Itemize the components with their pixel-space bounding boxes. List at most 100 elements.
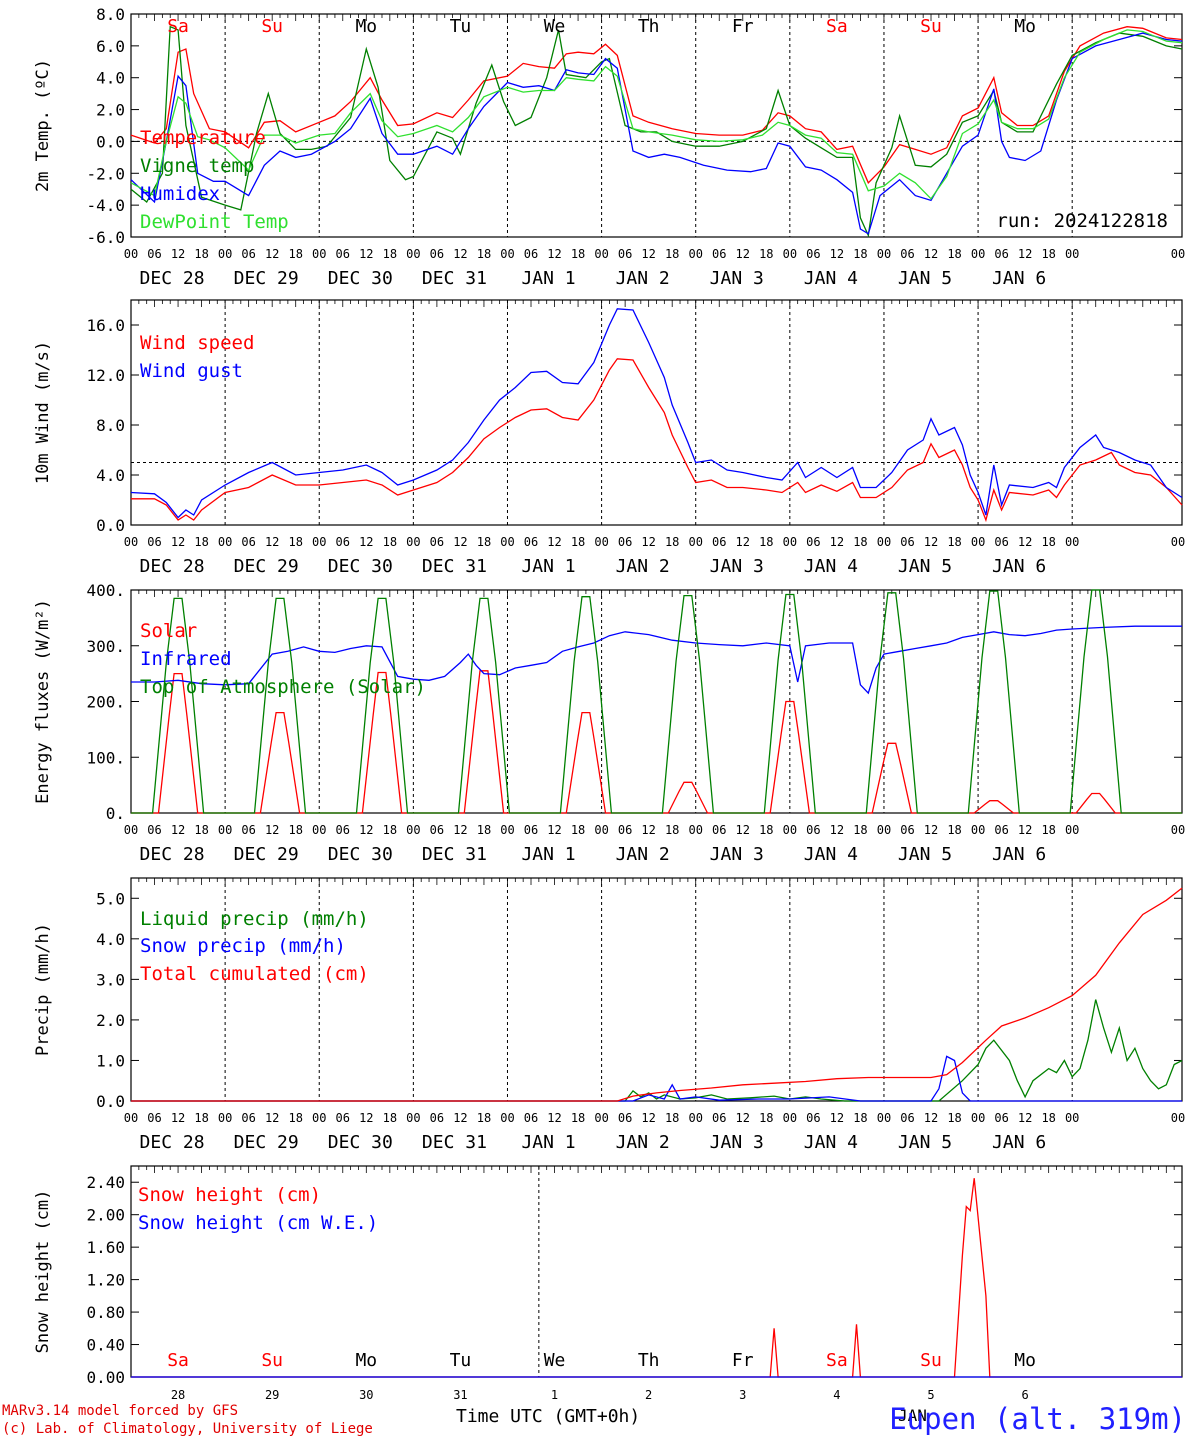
hour-label: 12 bbox=[736, 535, 750, 549]
date-label: DEC 29 bbox=[234, 268, 299, 289]
hour-label: 00 bbox=[594, 1111, 608, 1125]
hour-label: 06 bbox=[147, 823, 161, 837]
y-tick-label: -6.0 bbox=[86, 228, 125, 247]
hour-label: 18 bbox=[288, 1111, 302, 1125]
hour-label: 18 bbox=[1041, 823, 1055, 837]
date-label: JAN 1 bbox=[521, 556, 575, 577]
hour-label: 18 bbox=[853, 1111, 867, 1125]
date-label: DEC 31 bbox=[422, 268, 487, 289]
y-tick-label: 4.0 bbox=[96, 69, 125, 88]
y-tick-label: 2.0 bbox=[96, 101, 125, 120]
station-name: Eupen (alt. 319m) bbox=[889, 1402, 1186, 1436]
hour-label: 06 bbox=[336, 1111, 350, 1125]
hour-label: 00 bbox=[218, 1111, 232, 1125]
panel-4: 0.0 1.0 2.0 3.0 4.0 5.0 Precip (mm/h) Liquid pr… bbox=[33, 877, 1185, 1153]
hour-label: 06 bbox=[994, 1111, 1008, 1125]
hour-label: 12 bbox=[359, 1111, 373, 1125]
hour-label: 00 bbox=[406, 823, 420, 837]
date-label: JAN 6 bbox=[992, 268, 1046, 289]
y-tick-label: 1.60 bbox=[86, 1238, 125, 1257]
hour-label: 18 bbox=[947, 535, 961, 549]
series-line-vigne-temp bbox=[130, 25, 1183, 238]
hour-label: 06 bbox=[806, 1111, 820, 1125]
hour-label: 06 bbox=[147, 247, 161, 261]
day-number-label: 6 bbox=[1022, 1388, 1029, 1400]
hour-label: 18 bbox=[383, 535, 397, 549]
hour-label: 06 bbox=[147, 535, 161, 549]
legend-entry: Infrared bbox=[140, 648, 232, 670]
hour-label: 00 bbox=[594, 535, 608, 549]
date-label: JAN 2 bbox=[616, 844, 670, 865]
hour-label: 06 bbox=[994, 823, 1008, 837]
hour-label: 00 bbox=[877, 823, 891, 837]
hour-label: 00 bbox=[688, 247, 702, 261]
hour-label: 18 bbox=[571, 247, 585, 261]
hour-label: 06 bbox=[241, 535, 255, 549]
hour-label: 12 bbox=[359, 535, 373, 549]
hour-label: 12 bbox=[1018, 247, 1032, 261]
series-line-humidex bbox=[130, 32, 1183, 235]
y-tick-label: -4.0 bbox=[86, 196, 125, 215]
y-tick-label: 2.40 bbox=[86, 1173, 125, 1192]
weekday-label: Su bbox=[261, 16, 283, 37]
y-tick-label: 4.0 bbox=[96, 466, 125, 485]
y-axis-label: 2m Temp. (ºC) bbox=[33, 59, 53, 192]
hour-label: 12 bbox=[641, 247, 655, 261]
y-axis-label: Snow height (cm) bbox=[33, 1190, 53, 1354]
hour-label: 12 bbox=[830, 535, 844, 549]
hour-label: 06 bbox=[618, 247, 632, 261]
legend-entry: Total cumulated (cm) bbox=[140, 963, 369, 985]
date-label: DEC 28 bbox=[140, 1132, 205, 1153]
hour-label: 00 bbox=[971, 247, 985, 261]
run-annotation: run: 2024122818 bbox=[996, 210, 1168, 232]
legend-entry: Vigne temp bbox=[140, 155, 254, 177]
hour-label: 12 bbox=[171, 535, 185, 549]
day-number-label: 4 bbox=[833, 1388, 840, 1400]
date-label: DEC 28 bbox=[140, 844, 205, 865]
legend-entry: Temperature bbox=[140, 127, 266, 149]
legend-entry: Snow height (cm W.E.) bbox=[138, 1212, 378, 1234]
hour-label: 18 bbox=[571, 535, 585, 549]
date-label: JAN 3 bbox=[710, 1132, 764, 1153]
hour-label: 12 bbox=[830, 823, 844, 837]
hour-label: 18 bbox=[288, 247, 302, 261]
legend-entry: DewPoint Temp bbox=[140, 211, 289, 233]
day-number-label: 30 bbox=[359, 1388, 373, 1400]
weekday-label: Sa bbox=[167, 16, 189, 37]
legend-entry: Snow precip (mm/h) bbox=[140, 935, 346, 957]
weekday-label: Fr bbox=[732, 16, 754, 37]
hour-label: 06 bbox=[900, 535, 914, 549]
hour-label: 00 bbox=[124, 535, 138, 549]
date-label: JAN 2 bbox=[616, 268, 670, 289]
series-line-liquid-precip-mm-h- bbox=[131, 999, 1183, 1102]
day-number-label: 31 bbox=[453, 1388, 467, 1400]
hour-label: 06 bbox=[618, 535, 632, 549]
meteogram: -6.0 -4.0 -2.0 0.0 2.0 4.0 6.0 8.0 2m Temp. (ºC)… bbox=[33, 5, 1185, 1400]
hour-label: 06 bbox=[430, 1111, 444, 1125]
hour-label: 00 bbox=[124, 247, 138, 261]
date-label: JAN 5 bbox=[898, 1132, 952, 1153]
hour-label: 18 bbox=[947, 823, 961, 837]
hour-label: 00 bbox=[312, 823, 326, 837]
legend-entry: Wind speed bbox=[140, 332, 254, 354]
y-tick-label: 300. bbox=[86, 637, 125, 656]
series-line-wind-gust bbox=[130, 308, 1183, 519]
hour-label: 12 bbox=[547, 1111, 561, 1125]
hour-label: 18 bbox=[194, 1111, 208, 1125]
hour-label: 18 bbox=[1041, 247, 1055, 261]
date-label: JAN 3 bbox=[710, 268, 764, 289]
hour-label: 00 bbox=[500, 1111, 514, 1125]
hour-label: 06 bbox=[712, 535, 726, 549]
date-label: JAN 1 bbox=[521, 268, 575, 289]
date-label: JAN 4 bbox=[804, 556, 858, 577]
hour-label: 12 bbox=[171, 1111, 185, 1125]
legend-entry: Liquid precip (mm/h) bbox=[140, 908, 369, 930]
hour-label: 12 bbox=[171, 247, 185, 261]
date-label: JAN 6 bbox=[992, 1132, 1046, 1153]
hour-label: 06 bbox=[806, 535, 820, 549]
hour-label: 18 bbox=[194, 535, 208, 549]
hour-label: 00 bbox=[500, 247, 514, 261]
hour-label: 00 bbox=[218, 535, 232, 549]
date-label: DEC 28 bbox=[140, 556, 205, 577]
legend-entry: Wind gust bbox=[140, 360, 243, 382]
